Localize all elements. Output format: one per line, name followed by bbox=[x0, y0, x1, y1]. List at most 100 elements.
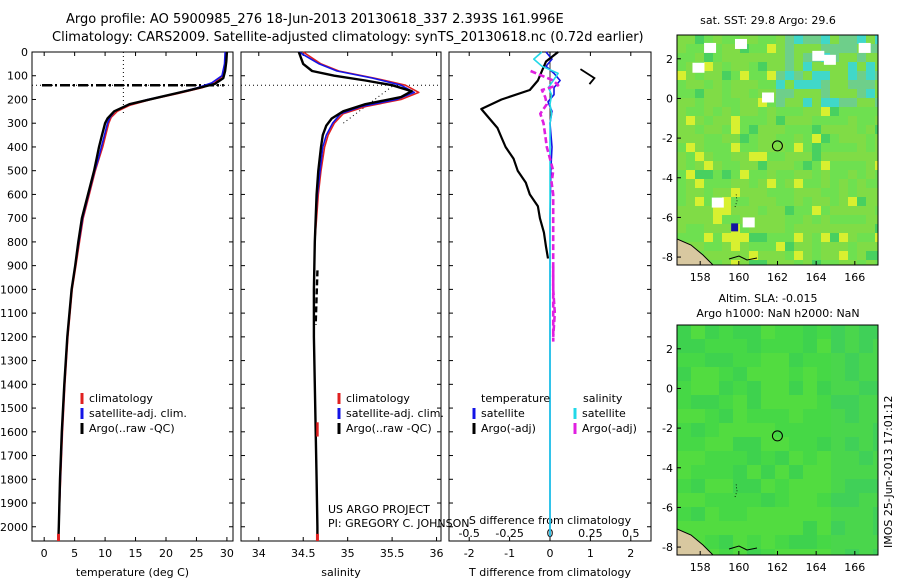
map-cell bbox=[839, 80, 849, 90]
map-cell bbox=[733, 549, 748, 555]
map-cell bbox=[758, 125, 768, 135]
difference-x-label: -1 bbox=[504, 547, 515, 560]
map-cell bbox=[686, 116, 696, 126]
map-cell bbox=[848, 179, 858, 189]
map-cell bbox=[740, 233, 750, 243]
map-cell bbox=[719, 507, 734, 522]
map-cell bbox=[767, 161, 777, 171]
map-cell bbox=[857, 242, 867, 252]
map-cell bbox=[817, 535, 832, 550]
map-cell bbox=[722, 152, 732, 162]
temperature-axes bbox=[31, 51, 234, 542]
map-cell bbox=[713, 107, 723, 117]
map-cell bbox=[775, 353, 790, 368]
map-cell bbox=[775, 465, 790, 480]
map-cell bbox=[695, 242, 705, 252]
map-cell bbox=[719, 451, 734, 466]
map-cell bbox=[817, 381, 832, 396]
map-cell bbox=[794, 44, 804, 54]
map-cell bbox=[812, 89, 822, 99]
map-cell bbox=[848, 71, 858, 81]
map-cell bbox=[821, 89, 831, 99]
map-cell bbox=[722, 161, 732, 171]
map-cell bbox=[803, 134, 813, 144]
map-cell bbox=[859, 367, 874, 382]
depth-y-label: 500 bbox=[7, 165, 28, 178]
map-cell bbox=[761, 339, 776, 354]
map-cell bbox=[831, 395, 846, 410]
sla-map-subtitle: Argo h1000: NaN h2000: NaN bbox=[696, 307, 859, 320]
map-cell bbox=[803, 409, 818, 424]
map-cell bbox=[830, 170, 840, 180]
map-cell bbox=[775, 325, 790, 340]
map-cell bbox=[785, 134, 795, 144]
map-cell bbox=[789, 479, 804, 494]
map-cell bbox=[749, 134, 759, 144]
map-cell bbox=[749, 179, 759, 189]
map-cell bbox=[873, 437, 878, 452]
map-cell bbox=[686, 98, 696, 108]
depth-y-label: 1800 bbox=[0, 473, 28, 486]
map-cell bbox=[740, 242, 750, 252]
map-cell bbox=[733, 535, 748, 550]
difference-x-label: -2 bbox=[464, 547, 475, 560]
map-cell bbox=[859, 451, 874, 466]
map-cell bbox=[873, 395, 878, 410]
map-cell bbox=[839, 44, 849, 54]
map-cell bbox=[803, 367, 818, 382]
map-cell bbox=[857, 125, 867, 135]
map-cell bbox=[733, 507, 748, 522]
map-cell bbox=[857, 62, 867, 72]
map-cell bbox=[704, 242, 714, 252]
map-cell bbox=[677, 62, 687, 72]
map-cell bbox=[747, 325, 762, 340]
map-cell bbox=[758, 251, 768, 261]
map-cell bbox=[875, 224, 878, 234]
map-cell bbox=[761, 437, 776, 452]
map-cell bbox=[875, 188, 878, 198]
map-cell bbox=[857, 188, 867, 198]
map-cell bbox=[803, 125, 813, 135]
map-cell bbox=[776, 116, 786, 126]
map-cell bbox=[713, 80, 723, 90]
map-cell bbox=[776, 35, 786, 45]
salinity-legend-label: Argo(..raw -QC) bbox=[346, 422, 432, 435]
map-cell bbox=[775, 479, 790, 494]
map-cell bbox=[740, 260, 750, 265]
map-cell bbox=[758, 80, 768, 90]
map-cell bbox=[719, 493, 734, 508]
map-cell bbox=[857, 170, 867, 180]
offscale-arrow bbox=[579, 68, 596, 85]
map-cell bbox=[845, 535, 860, 550]
map-cell bbox=[776, 125, 786, 135]
map-cell bbox=[812, 35, 822, 45]
map-cell bbox=[731, 71, 741, 81]
map-cell bbox=[691, 353, 706, 368]
map-cell bbox=[719, 521, 734, 536]
map-cell bbox=[817, 493, 832, 508]
map-cell bbox=[776, 89, 786, 99]
map-cell bbox=[875, 134, 878, 144]
sst-x-label: 160 bbox=[728, 271, 749, 284]
map-cell bbox=[740, 197, 750, 207]
map-cell bbox=[740, 80, 750, 90]
map-cell bbox=[677, 507, 692, 522]
map-cell bbox=[803, 549, 818, 555]
map-cell bbox=[845, 493, 860, 508]
map-cell bbox=[845, 479, 860, 494]
map-cell bbox=[875, 62, 878, 72]
map-cell bbox=[731, 89, 741, 99]
map-cell bbox=[830, 152, 840, 162]
map-cell bbox=[705, 493, 720, 508]
map-cell bbox=[761, 465, 776, 480]
map-cell bbox=[848, 188, 858, 198]
map-cell bbox=[677, 125, 687, 135]
map-cell bbox=[794, 206, 804, 216]
map-cell bbox=[831, 451, 846, 466]
map-cell bbox=[776, 161, 786, 171]
map-cell bbox=[731, 197, 741, 207]
map-cell bbox=[731, 80, 741, 90]
map-cell bbox=[767, 170, 777, 180]
map-missing-cell bbox=[692, 62, 705, 73]
